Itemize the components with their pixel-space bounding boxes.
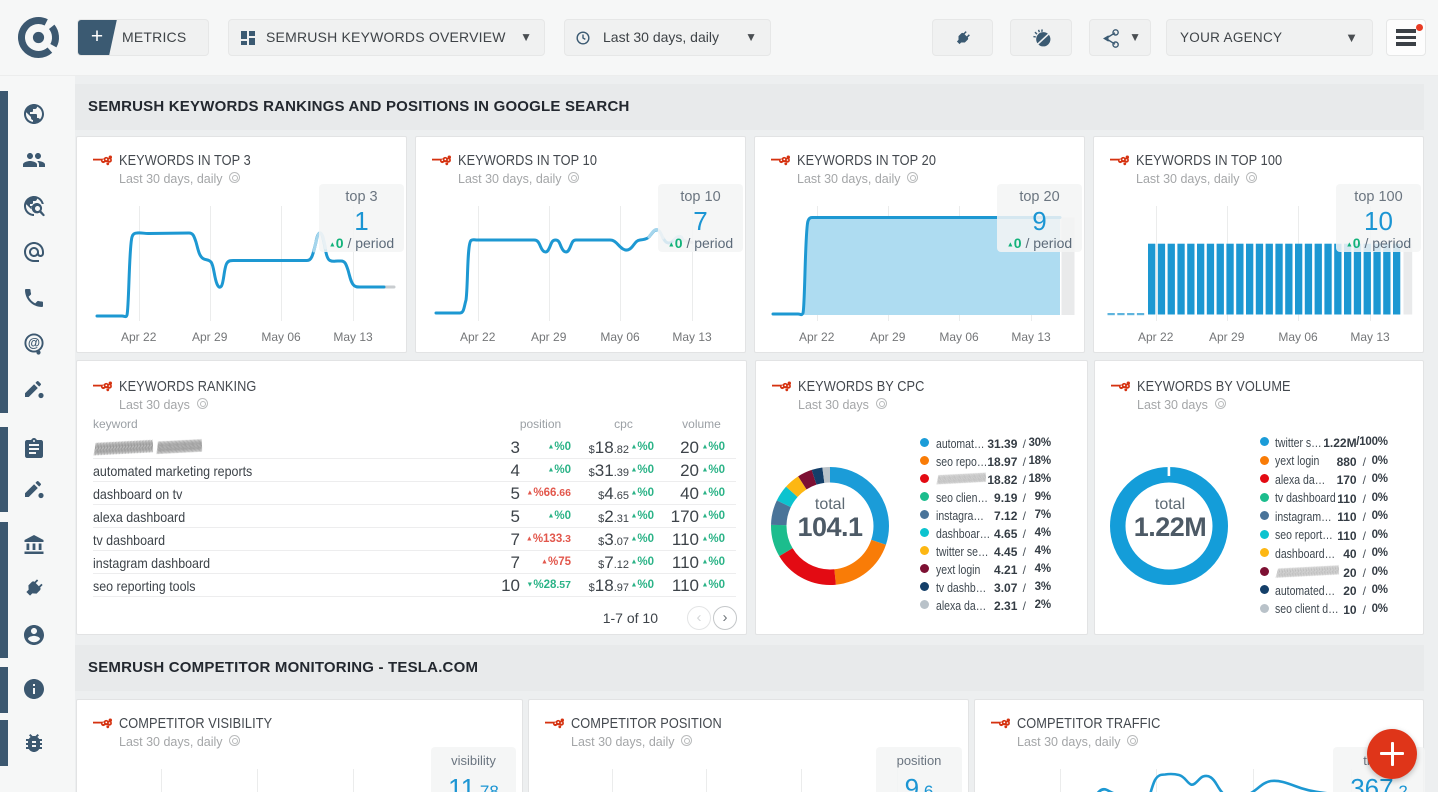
- svg-text:@: @: [28, 336, 40, 350]
